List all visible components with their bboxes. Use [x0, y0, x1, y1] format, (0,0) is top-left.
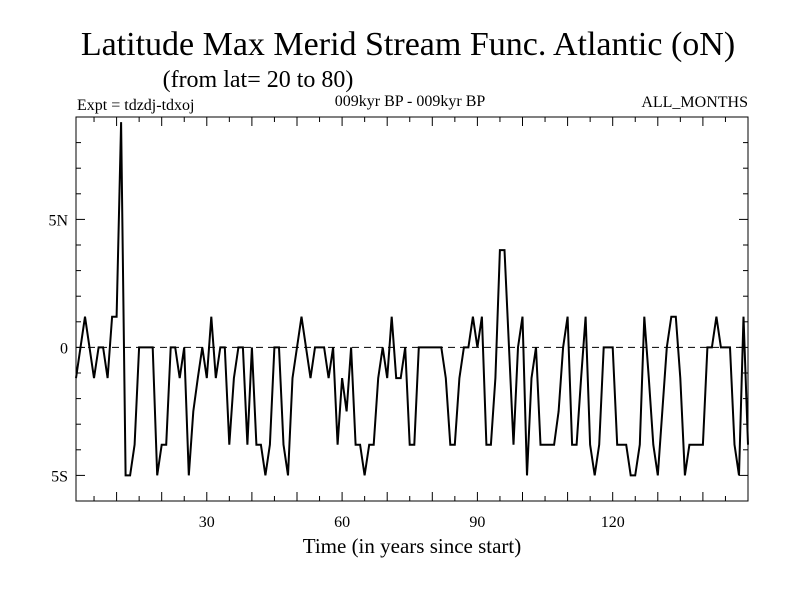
series-line: [75, 122, 749, 477]
x-tick-label: 60: [334, 514, 350, 531]
axis-tick-labels: 30 60 90 120 5N 0 5S: [48, 212, 624, 531]
annotation-center: 009kyr BP - 009kyr BP: [335, 93, 486, 110]
annotation-right: ALL_MONTHS: [641, 94, 748, 111]
x-tick-label: 30: [199, 514, 215, 531]
y-tick-label: 5N: [48, 212, 68, 229]
x-tick-label: 90: [469, 514, 485, 531]
y-tick-label: 5S: [51, 468, 68, 485]
x-axis-label: Time (in years since start): [303, 534, 522, 558]
y-tick-label: 0: [60, 340, 68, 357]
plot-frame: [75, 116, 749, 502]
annotation-left: Expt = tdzdj-tdxoj: [77, 97, 194, 114]
chart-subtitle: (from lat= 20 to 80): [163, 67, 354, 93]
chart-title: Latitude Max Merid Stream Func. Atlantic…: [81, 26, 735, 63]
x-tick-label: 120: [601, 514, 625, 531]
axis-ticks: [76, 116, 748, 502]
